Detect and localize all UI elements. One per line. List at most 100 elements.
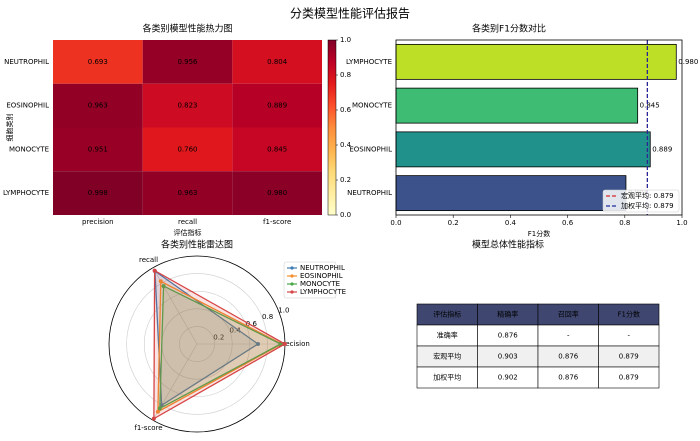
y-tick-label: NEUTROPHIL [4, 58, 49, 66]
cell-text: - [627, 332, 630, 340]
y-axis-label: 细胞类别 [5, 114, 14, 142]
header-text: 评估指标 [433, 310, 461, 319]
heatmap-cell [53, 83, 143, 128]
x-tick-label: 1.0 [676, 219, 687, 227]
heatmap-cell [53, 171, 143, 215]
value-label: 0.889 [652, 145, 672, 153]
bar [395, 175, 627, 212]
cell-text: 0.876 [558, 374, 579, 382]
r-tick-label: 0.4 [230, 327, 242, 335]
colorbar-tick-label: 0.4 [340, 141, 352, 149]
heatmap-cell [142, 171, 233, 215]
legend-label: 加权平均: 0.879 [621, 201, 674, 210]
radar-point [158, 279, 163, 284]
y-tick-label: LYMPHOCYTE [3, 189, 49, 197]
x-tick-label: 0.0 [390, 219, 401, 227]
chart-title: 各类别性能雷达图 [161, 239, 233, 251]
cell-label: 0.760 [177, 145, 197, 153]
x-tick-label: 0.2 [448, 219, 459, 227]
r-tick-label: 0.6 [246, 320, 258, 328]
radar-point [151, 416, 156, 421]
cell-text: 宏观平均 [433, 352, 461, 361]
y-tick-label: EOSINOPHIL [6, 102, 49, 110]
radar-point [157, 406, 162, 411]
cell-text: 0.879 [619, 353, 639, 361]
bar [395, 131, 651, 168]
legend-box [283, 261, 337, 299]
cell-text: 0.879 [619, 374, 639, 382]
table-cell [598, 366, 660, 389]
radar-point [255, 342, 260, 346]
axis-label: f1-score [134, 424, 162, 432]
x-tick-label: precision [82, 218, 114, 226]
cell-text: 0.876 [498, 332, 519, 340]
radar-area [157, 280, 284, 413]
legend-label: NEUTROPHIL [300, 264, 345, 272]
legend-label: LYMPHOCYTE [300, 288, 346, 296]
heatmap-cell [142, 127, 233, 172]
heatmap-cell [232, 40, 322, 84]
r-tick-label: 1.0 [278, 306, 289, 314]
colorbar-tick-label: 0.0 [340, 211, 351, 219]
colorbar-tick-label: 1.0 [340, 36, 351, 44]
cell-label: 0.693 [88, 58, 108, 66]
colorbar-tick-label: 0.8 [340, 71, 351, 79]
legend-box [602, 189, 680, 213]
chart-title: 各类别模型性能热力图 [142, 23, 232, 35]
legend-marker [290, 282, 294, 286]
value-label: 0.845 [640, 102, 660, 110]
y-tick-label: LYMPHOCYTE [346, 58, 392, 66]
radar-area [153, 269, 287, 420]
x-axis-label: F1分数 [528, 229, 550, 238]
axes-frame [395, 39, 683, 216]
radar-point [278, 342, 283, 346]
cell-text: - [567, 332, 570, 340]
header-text: F1分数 [618, 310, 640, 319]
colorbar [327, 39, 337, 216]
table-title: 模型总体性能指标 [472, 239, 544, 251]
x-tick-label: recall [178, 218, 197, 226]
r-tick-label: 0.8 [262, 313, 273, 321]
x-axis-label: 评估指标 [174, 228, 202, 237]
cell-label: 0.804 [267, 58, 288, 66]
radar-area [159, 285, 283, 410]
heatmap-cell [142, 40, 233, 84]
cell-text: 准确率 [437, 331, 458, 340]
y-tick-label: EOSINOPHIL [349, 145, 392, 153]
radar-point [161, 284, 166, 289]
r-tick-label: 0.2 [213, 333, 224, 341]
cell-label: 0.963 [88, 102, 108, 110]
legend-label: MONOCYTE [300, 280, 340, 288]
legend-label: EOSINOPHIL [300, 272, 343, 280]
legend-marker [290, 290, 294, 294]
radar-point [152, 268, 157, 273]
y-tick-label: MONOCYTE [352, 102, 392, 110]
heatmap-cell [53, 127, 143, 172]
bar [395, 43, 677, 80]
cell-label: 0.889 [267, 102, 287, 110]
x-tick-label: 0.8 [619, 219, 630, 227]
x-tick-label: f1-score [263, 218, 291, 226]
heatmap-cell [142, 83, 233, 128]
cell-text: 0.876 [558, 353, 579, 361]
chart-title: 各类别F1分数对比 [472, 23, 546, 35]
legend-label: 宏观平均: 0.879 [621, 191, 674, 200]
cell-label: 0.980 [267, 189, 287, 197]
colorbar-tick-label: 0.6 [340, 106, 352, 114]
x-tick-label: 0.4 [505, 219, 517, 227]
cell-label: 0.963 [177, 189, 197, 197]
legend-marker [290, 266, 294, 270]
cell-text: 0.902 [498, 374, 518, 382]
cell-label: 0.951 [88, 145, 108, 153]
bar [395, 87, 639, 124]
header-text: 精确率 [497, 310, 518, 319]
heatmap-cell [232, 83, 322, 128]
heatmap-cell [232, 171, 322, 215]
cell-label: 0.845 [267, 145, 287, 153]
heatmap-cell [53, 40, 143, 84]
heatmap-cell [232, 127, 322, 172]
y-tick-label: NEUTROPHIL [347, 189, 392, 197]
cell-label: 0.998 [88, 189, 108, 197]
radar-point [155, 409, 160, 414]
